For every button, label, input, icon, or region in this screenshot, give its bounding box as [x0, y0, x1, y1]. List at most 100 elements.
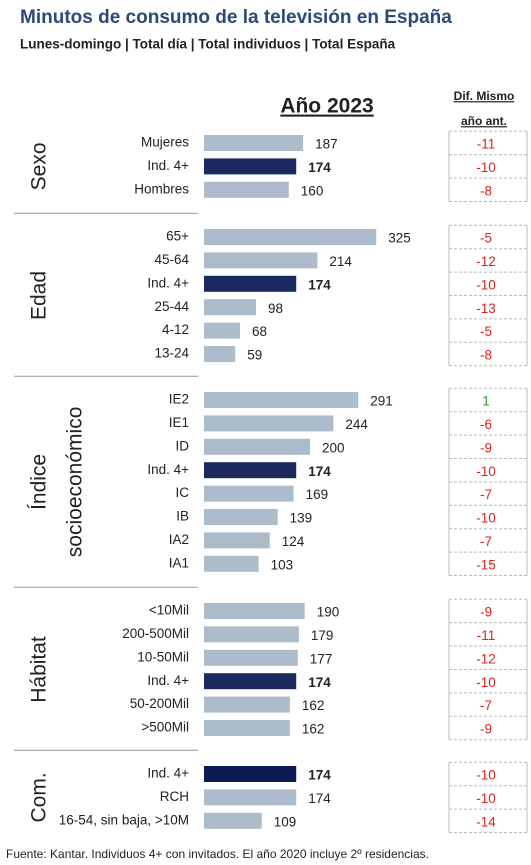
diff-label: -10 — [476, 791, 496, 806]
value-label: 325 — [388, 231, 411, 246]
group-label: Sexo — [28, 142, 51, 190]
diff-label: -11 — [477, 628, 496, 643]
group-label: socioeconómico — [64, 407, 87, 558]
value-label: 214 — [329, 254, 352, 269]
diff-label: -7 — [480, 487, 492, 502]
value-label: 187 — [315, 137, 338, 152]
category-label: IC — [176, 485, 190, 500]
bar — [204, 275, 297, 292]
value-header: Año 2023 — [280, 95, 373, 118]
category-label: Ind. 4+ — [147, 275, 189, 290]
diff-label: -10 — [476, 511, 496, 526]
bar — [204, 135, 304, 151]
diff-label: -11 — [477, 137, 496, 152]
diff-label: -13 — [476, 301, 496, 316]
diff-label: -5 — [480, 231, 492, 246]
bar — [204, 252, 318, 269]
value-label: 190 — [317, 605, 340, 620]
diff-header: Dif. Mismo — [454, 89, 515, 103]
bar — [204, 415, 334, 432]
bar — [204, 438, 310, 455]
value-label: 162 — [302, 698, 325, 713]
category-label: IB — [176, 509, 189, 524]
value-label: 59 — [247, 348, 262, 363]
diff-label: -10 — [476, 160, 496, 175]
category-label: Ind. 4+ — [147, 673, 189, 688]
value-label: 98 — [268, 301, 283, 316]
category-label: 10-50Mil — [137, 649, 189, 664]
category-label: 25-44 — [154, 299, 189, 314]
diff-label: -10 — [476, 277, 496, 292]
category-label: Hombres — [134, 181, 189, 196]
diff-label: -15 — [476, 557, 496, 572]
bar — [204, 322, 241, 339]
diff-label: -12 — [476, 254, 496, 269]
value-label: 160 — [301, 183, 324, 198]
bar — [204, 789, 297, 806]
value-label: 174 — [308, 160, 331, 175]
value-label: 124 — [282, 534, 305, 549]
category-label: 13-24 — [154, 346, 189, 361]
category-label: IE2 — [169, 392, 189, 407]
bar — [204, 509, 278, 525]
value-label: 103 — [271, 557, 294, 572]
value-label: 139 — [290, 511, 313, 526]
category-label: Ind. 4+ — [147, 158, 189, 173]
bar — [204, 812, 262, 829]
value-label: 174 — [308, 791, 331, 806]
diff-label: -8 — [480, 348, 492, 363]
bar — [204, 299, 256, 316]
footnote: Fuente: Kantar. Individuos 4+ con invita… — [6, 847, 429, 861]
value-label: 177 — [310, 651, 333, 666]
category-label: IA2 — [169, 532, 189, 547]
bar — [204, 485, 294, 502]
bar — [204, 229, 377, 245]
group-label: Hábitat — [28, 636, 51, 703]
value-label: 174 — [308, 277, 331, 292]
value-label: 162 — [302, 722, 325, 737]
bar — [204, 696, 290, 713]
category-label: 50-200Mil — [130, 696, 189, 711]
diff-label: -8 — [480, 183, 492, 198]
value-label: 169 — [306, 487, 329, 502]
category-label: IE1 — [169, 415, 189, 430]
value-label: 244 — [345, 417, 368, 432]
value-label: 109 — [274, 814, 297, 829]
bar — [204, 673, 297, 690]
diff-header: año ant. — [461, 114, 507, 128]
bar — [204, 532, 270, 549]
diff-label: -5 — [480, 324, 492, 339]
bar — [204, 392, 359, 408]
bar — [204, 346, 236, 362]
diff-label: -6 — [480, 417, 492, 432]
value-label: 174 — [308, 768, 331, 783]
bar — [204, 462, 297, 479]
diff-label: -12 — [476, 651, 496, 666]
diff-label: -7 — [480, 534, 492, 549]
category-label: RCH — [160, 789, 189, 804]
value-label: 179 — [311, 628, 334, 643]
category-label: <10Mil — [149, 603, 189, 618]
category-label: 65+ — [166, 229, 189, 244]
category-label: >500Mil — [141, 720, 189, 735]
group-label: Com. — [28, 772, 51, 822]
value-label: 200 — [322, 440, 345, 455]
chart-title: Minutos de consumo de la televisión en E… — [20, 7, 452, 28]
value-label: 68 — [252, 324, 267, 339]
bar — [204, 181, 289, 198]
bar — [204, 603, 305, 619]
category-label: IA1 — [169, 555, 189, 570]
category-label: Ind. 4+ — [147, 766, 189, 781]
diff-label: -7 — [480, 698, 492, 713]
diff-label: -9 — [480, 440, 492, 455]
diff-label: -9 — [480, 605, 492, 620]
chart-subtitle: Lunes-domingo | Total día | Total indivi… — [20, 37, 396, 52]
category-label: 45-64 — [154, 252, 189, 267]
diff-label: -10 — [476, 675, 496, 690]
bar — [204, 766, 297, 782]
bar — [204, 555, 259, 572]
diff-label: -10 — [476, 464, 496, 479]
category-label: Mujeres — [141, 135, 189, 150]
category-label: Ind. 4+ — [147, 462, 189, 477]
